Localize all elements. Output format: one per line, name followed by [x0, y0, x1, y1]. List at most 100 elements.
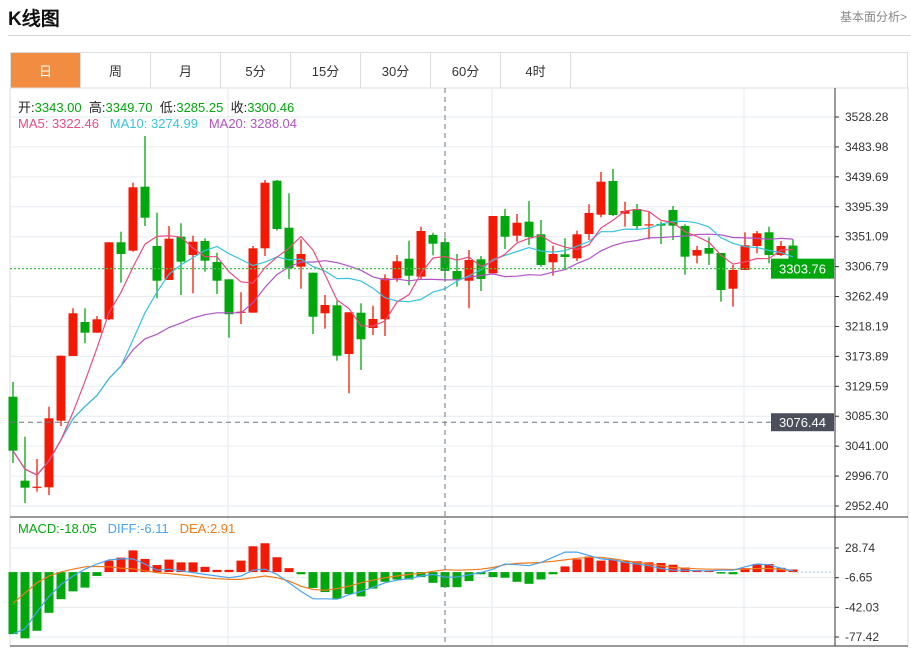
macd-bar: [536, 572, 546, 580]
price-tick-label: 3439.69: [845, 170, 889, 184]
macd-bar: [608, 559, 618, 573]
macd-bar: [248, 546, 258, 573]
macd-bar: [572, 559, 582, 573]
crosshair-price-label: 3076.44: [779, 415, 826, 430]
macd-bar: [56, 572, 66, 600]
candle: [620, 201, 630, 227]
candle: [632, 203, 642, 229]
candle: [704, 237, 714, 265]
candle: [560, 238, 570, 270]
price-tick-label: 3218.19: [845, 319, 889, 333]
macd-bar: [584, 556, 594, 573]
tab-7[interactable]: 4时: [501, 53, 571, 88]
candle-body: [536, 234, 546, 265]
ma5-line: [12, 208, 794, 476]
candle: [320, 294, 330, 329]
ohlc-legend: 开:3343.00 高:3349.70 低:3285.25 收:3300.46: [18, 97, 294, 116]
fundamental-analysis-link[interactable]: 基本面分析>: [839, 10, 907, 24]
price-tick-label: 3085.30: [845, 409, 889, 423]
candle: [740, 232, 750, 270]
candle: [44, 406, 54, 495]
tab-2[interactable]: 月: [151, 53, 221, 88]
tab-6[interactable]: 60分: [431, 53, 501, 88]
macd-bar: [320, 572, 330, 593]
candle-body: [692, 249, 702, 256]
ma20-value: MA20: 3288.04: [208, 116, 298, 131]
header-divider: [8, 35, 911, 36]
candle: [608, 168, 618, 217]
macd-bar: [500, 572, 510, 578]
macd-bar: [740, 568, 750, 573]
candle: [416, 226, 426, 280]
candle: [332, 300, 342, 361]
macd-value: MACD:-18.05: [18, 521, 97, 536]
macd-bar: [728, 572, 738, 575]
macd-bar: [464, 572, 474, 582]
candle: [248, 246, 258, 313]
macd-bar: [140, 558, 150, 573]
candle-body: [56, 355, 66, 421]
candle-body: [224, 279, 234, 315]
tab-4[interactable]: 15分: [291, 53, 361, 88]
candle-body: [164, 238, 174, 280]
macd-bar: [596, 560, 606, 573]
candle-body: [464, 259, 474, 281]
candle: [356, 303, 366, 370]
high-value: 3349.70: [105, 100, 153, 115]
macd-bar: [416, 572, 426, 578]
macd-bar: [428, 572, 438, 583]
macd-tick-label: 28.74: [845, 541, 875, 555]
candle: [224, 279, 234, 338]
candle-body: [488, 216, 498, 274]
candle: [428, 232, 438, 256]
candle: [140, 135, 150, 227]
candle: [692, 246, 702, 264]
price-tick-label: 3173.89: [845, 349, 889, 363]
high-label: 高:: [88, 100, 106, 115]
macd-bar: [164, 559, 174, 573]
candle-body: [584, 212, 594, 234]
candle: [80, 308, 90, 344]
candle-body: [752, 233, 762, 247]
candle: [104, 242, 114, 320]
tab-1[interactable]: 周: [81, 53, 151, 88]
ma-legend: MA5: 3322.46 MA10: 3274.99 MA20: 3288.04: [18, 116, 297, 131]
tab-3[interactable]: 5分: [221, 53, 291, 88]
candle-body: [500, 216, 510, 237]
candle-body: [524, 221, 534, 238]
macd-bar: [344, 572, 354, 595]
tab-0[interactable]: 日: [11, 53, 81, 88]
candle-body: [176, 236, 186, 262]
tab-5[interactable]: 30分: [361, 53, 431, 88]
macd-bar: [236, 560, 246, 573]
candle: [752, 231, 762, 254]
candle-body: [728, 269, 738, 289]
candle: [764, 226, 774, 264]
macd-bar: [224, 569, 234, 573]
close-value: 3300.46: [247, 100, 295, 115]
candle-body: [620, 211, 630, 214]
macd-bar: [560, 566, 570, 573]
candle-body: [332, 305, 342, 356]
price-tick-label: 3483.98: [845, 140, 889, 154]
candle-body: [608, 181, 618, 215]
macd-bar: [704, 570, 714, 573]
price-tick-label: 3306.79: [845, 260, 889, 274]
candle: [488, 216, 498, 274]
macd-bar: [44, 572, 54, 613]
candles: [8, 135, 798, 503]
candle-body: [320, 304, 330, 314]
macd-bar: [644, 562, 654, 573]
price-tick-label: 3351.09: [845, 230, 889, 244]
candle: [476, 256, 486, 291]
macd-bar: [188, 562, 198, 573]
macd-bar: [356, 572, 366, 597]
candle: [464, 249, 474, 309]
candle: [128, 182, 138, 252]
candle-body: [416, 231, 426, 277]
low-label: 低:: [159, 100, 177, 115]
candle-body: [644, 224, 654, 226]
macd-legend: MACD:-18.05 DIFF:-6.11 DEA:2.91: [18, 521, 235, 536]
open-label: 开:: [18, 100, 35, 115]
